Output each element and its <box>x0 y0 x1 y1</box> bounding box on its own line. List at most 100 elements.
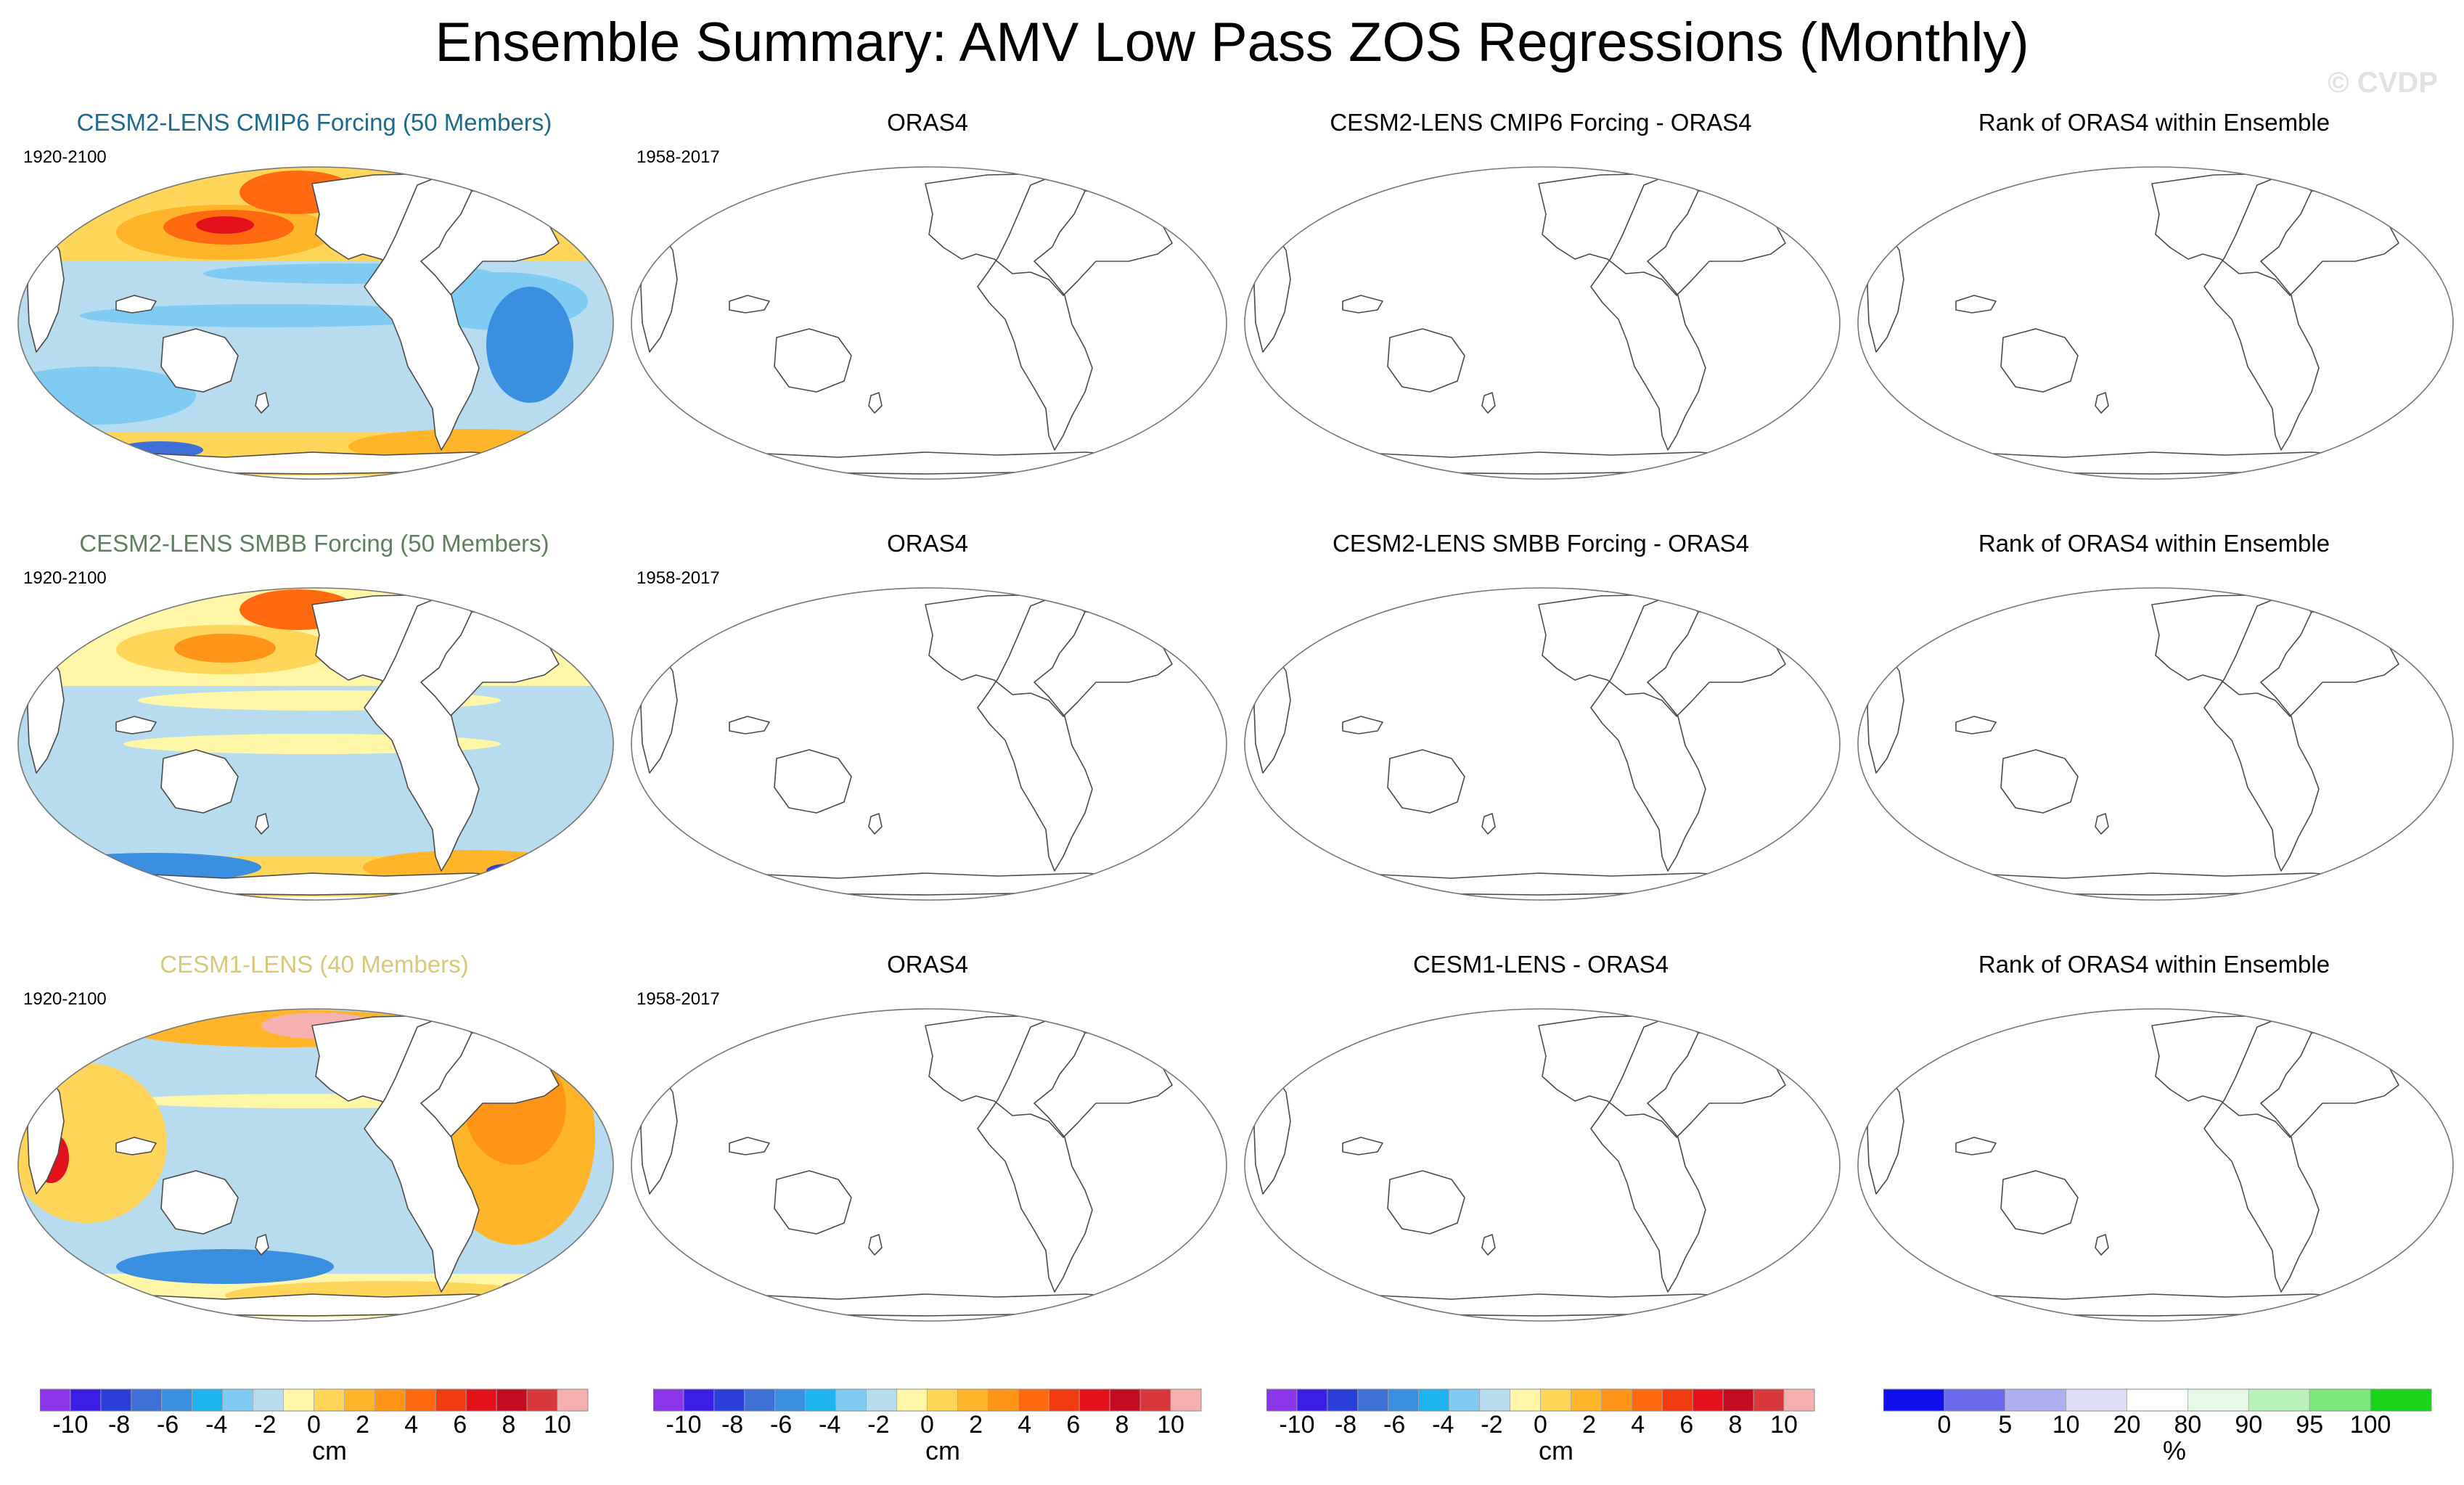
colorbar-swatch <box>1357 1388 1389 1412</box>
coastline-indonesia <box>1342 716 1383 735</box>
coastline-australia <box>2000 1170 2079 1235</box>
colorbar-tick-label: 2 <box>969 1411 983 1436</box>
panel-title: Rank of ORAS4 within Ensemble <box>1978 530 2330 557</box>
colorbar-tick-label: -4 <box>205 1411 227 1436</box>
map-field <box>1253 1015 1831 1317</box>
colorbar-tick-label: 10 <box>544 1411 571 1436</box>
map-field <box>18 588 613 896</box>
coastline-americas <box>977 598 1093 872</box>
map-border <box>17 587 614 901</box>
colorbar-swatch <box>496 1388 528 1412</box>
colorbar-swatch <box>653 1388 684 1412</box>
coastline-greenland <box>1796 179 1831 213</box>
colorbar-tick-label: -8 <box>1335 1411 1356 1436</box>
panel-title: Rank of ORAS4 within Ensemble <box>1978 109 2330 136</box>
period-label: 1958-2017 <box>637 147 720 167</box>
coastline-americas <box>977 1019 1093 1293</box>
colorbar-frame <box>1266 1388 1815 1412</box>
colorbar-swatch <box>927 1388 958 1412</box>
map-border <box>1244 587 1841 901</box>
colorbar-tick-label: 6 <box>1679 1411 1693 1436</box>
colorbar-svg: -10 -8 -6 -4 -2 0 2 4 6 8 10 <box>1266 1388 1815 1436</box>
map-canvas <box>1244 587 1841 901</box>
colorbar-swatch <box>465 1388 497 1412</box>
map-field <box>640 594 1218 896</box>
coastline-africa <box>640 1076 678 1195</box>
colorbar-tick-label: 8 <box>1115 1411 1129 1436</box>
coastline-eurasia <box>2151 594 2399 717</box>
coastline-indonesia <box>729 295 770 314</box>
coastline-newzealand <box>1481 392 1496 414</box>
coastline-newzealand <box>868 1234 883 1256</box>
colorbar-tick-label: 4 <box>404 1411 418 1436</box>
colorbar-swatch <box>987 1388 1019 1412</box>
map-panel: CESM1-LENS (40 Members) 1920-2100 <box>7 947 621 1354</box>
map-border <box>1857 1008 2454 1322</box>
colorbar: -10 -8 -6 -4 -2 0 2 4 6 8 10 cm <box>40 1385 613 1479</box>
colorbar-swatch <box>1327 1388 1359 1412</box>
map-field <box>1867 594 2444 896</box>
map-panel: CESM2-LENS SMBB Forcing - ORAS4 <box>1234 526 1848 933</box>
colorbar-swatch <box>1540 1388 1571 1412</box>
colorbar-tick-label: 8 <box>1728 1411 1742 1436</box>
coastline-greenland <box>2409 179 2444 213</box>
colorbar-tick-label: -6 <box>1383 1411 1405 1436</box>
contour-patch <box>486 287 573 403</box>
panel-title: ORAS4 <box>887 530 968 557</box>
panel-title: CESM1-LENS (40 Members) <box>160 951 469 978</box>
coastline-newzealand <box>255 813 269 835</box>
panel-title: Rank of ORAS4 within Ensemble <box>1978 951 2330 978</box>
colorbar-swatch <box>161 1388 193 1412</box>
colorbar-swatch <box>1783 1388 1815 1412</box>
map-field <box>18 1009 613 1317</box>
map-panel: CESM2-LENS SMBB Forcing (50 Members) 1920… <box>7 526 621 933</box>
map-panel: CESM2-LENS CMIP6 Forcing (50 Members) 192… <box>7 105 621 512</box>
colorbar-swatch <box>1296 1388 1328 1412</box>
colorbar-tick-label: 10 <box>2052 1411 2080 1436</box>
coastline-africa <box>1867 234 1904 353</box>
contour-patch <box>80 304 457 327</box>
map-canvas <box>631 587 1227 901</box>
coastline-australia <box>160 328 239 393</box>
colorbar-tick-label: -6 <box>157 1411 179 1436</box>
colorbar-tick-label: 0 <box>307 1411 321 1436</box>
coastline-americas <box>1590 598 1706 872</box>
colorbar-swatch <box>1388 1388 1420 1412</box>
colorbar-swatch <box>253 1388 284 1412</box>
colorbar-swatch <box>222 1388 254 1412</box>
colorbar-swatch <box>713 1388 745 1412</box>
map-border <box>1244 166 1841 480</box>
colorbar-tick-label: 2 <box>1582 1411 1596 1436</box>
watermark: © CVDP <box>2328 67 2438 99</box>
colorbar-tick-label: 6 <box>453 1411 467 1436</box>
map-field <box>1867 1015 2444 1317</box>
coastline-eurasia <box>1538 594 1786 717</box>
contour-patch <box>501 1281 544 1296</box>
coastline-australia <box>2000 328 2079 393</box>
coastline-newzealand <box>868 813 883 835</box>
coastline-africa <box>1253 234 1291 353</box>
colorbar-swatch <box>1883 1388 1945 1412</box>
colorbar-swatch <box>100 1388 132 1412</box>
coastline-australia <box>1387 749 1465 814</box>
colorbar-tick-label: 8 <box>502 1411 515 1436</box>
colorbar-swatch <box>835 1388 867 1412</box>
coastline-greenland <box>2409 600 2444 634</box>
map-panel: Rank of ORAS4 within Ensemble <box>1847 105 2461 512</box>
map-border <box>631 587 1227 901</box>
coastline-greenland <box>2409 1020 2444 1055</box>
colorbar-tick-label: 5 <box>1998 1411 2012 1436</box>
coastline-indonesia <box>1342 295 1383 314</box>
coastline-greenland <box>1182 600 1218 634</box>
coastline-africa <box>1867 1076 1904 1195</box>
map-border <box>17 1008 614 1322</box>
map-border <box>1244 1008 1841 1322</box>
colorbar-swatch <box>283 1388 314 1412</box>
colorbar-tick-label: -2 <box>867 1411 889 1436</box>
coastline-eurasia <box>925 594 1173 717</box>
map-canvas <box>1857 166 2454 480</box>
coastline-greenland <box>1796 1020 1831 1055</box>
colorbar-tick-label: 6 <box>1066 1411 1080 1436</box>
colorbar-tick-label: 95 <box>2296 1411 2323 1436</box>
colorbar-tick-label: -4 <box>1432 1411 1454 1436</box>
